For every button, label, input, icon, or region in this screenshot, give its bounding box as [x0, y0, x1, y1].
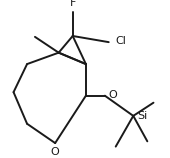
Text: O: O	[109, 90, 117, 100]
Text: Si: Si	[137, 111, 147, 121]
Text: Cl: Cl	[115, 36, 126, 46]
Text: F: F	[70, 0, 76, 8]
Text: O: O	[51, 147, 60, 157]
